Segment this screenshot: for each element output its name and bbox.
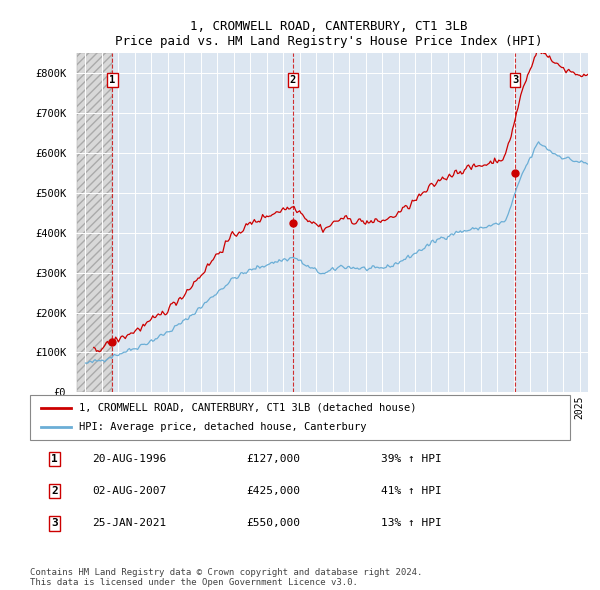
- FancyBboxPatch shape: [30, 395, 570, 440]
- Text: 2: 2: [290, 76, 296, 85]
- Text: £425,000: £425,000: [246, 486, 300, 496]
- Text: HPI: Average price, detached house, Canterbury: HPI: Average price, detached house, Cant…: [79, 422, 366, 432]
- Bar: [77, 53, 112, 392]
- Text: 1: 1: [109, 76, 116, 85]
- Text: 1: 1: [51, 454, 58, 464]
- Bar: [77, 53, 112, 392]
- Text: 39% ↑ HPI: 39% ↑ HPI: [381, 454, 442, 464]
- Text: £127,000: £127,000: [246, 454, 300, 464]
- Text: 25-JAN-2021: 25-JAN-2021: [92, 518, 166, 528]
- Text: 3: 3: [51, 518, 58, 528]
- Title: 1, CROMWELL ROAD, CANTERBURY, CT1 3LB
Price paid vs. HM Land Registry's House Pr: 1, CROMWELL ROAD, CANTERBURY, CT1 3LB Pr…: [115, 20, 542, 48]
- Bar: [112, 53, 588, 392]
- Text: 1, CROMWELL ROAD, CANTERBURY, CT1 3LB (detached house): 1, CROMWELL ROAD, CANTERBURY, CT1 3LB (d…: [79, 403, 416, 412]
- Text: 20-AUG-1996: 20-AUG-1996: [92, 454, 166, 464]
- Text: 41% ↑ HPI: 41% ↑ HPI: [381, 486, 442, 496]
- Text: Contains HM Land Registry data © Crown copyright and database right 2024.
This d: Contains HM Land Registry data © Crown c…: [30, 568, 422, 587]
- Text: 02-AUG-2007: 02-AUG-2007: [92, 486, 166, 496]
- Text: 2: 2: [51, 486, 58, 496]
- Text: £550,000: £550,000: [246, 518, 300, 528]
- Text: 13% ↑ HPI: 13% ↑ HPI: [381, 518, 442, 528]
- Text: 3: 3: [512, 76, 518, 85]
